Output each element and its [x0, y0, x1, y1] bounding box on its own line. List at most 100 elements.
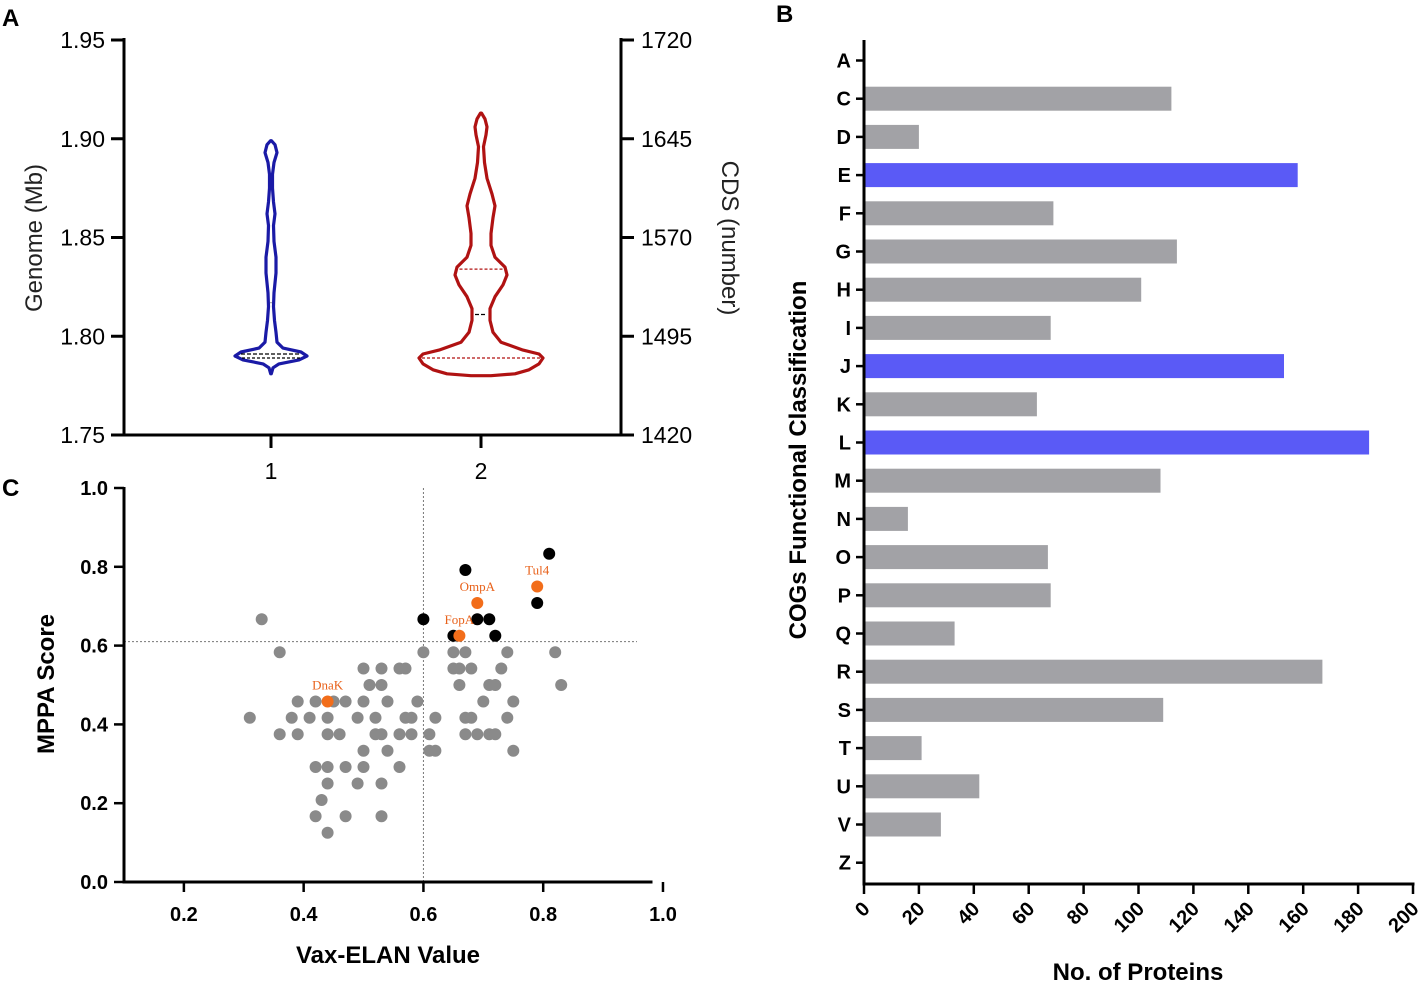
scatter-point-gray — [393, 728, 406, 741]
scatter-point-gray — [315, 794, 328, 806]
violin-right-tick-label: 1645 — [641, 126, 692, 152]
scatter-point-gray — [357, 695, 370, 708]
scatter-point-gray — [453, 662, 466, 675]
scatter-point-gray — [549, 646, 562, 659]
scatter-point-gray — [405, 711, 418, 724]
scatter-y-tick-label: 0.8 — [80, 557, 108, 579]
scatter-point-gray — [459, 646, 472, 659]
scatter-point-gray — [309, 761, 322, 773]
cog-x-axis-title: No. of Proteins — [1053, 959, 1224, 986]
cog-category-label: K — [837, 394, 852, 416]
violin-x-tick-label: 1 — [265, 458, 278, 484]
scatter-x-axis-title: Vax-ELAN Value — [296, 942, 480, 969]
cog-category-label: V — [838, 815, 852, 837]
scatter-label-ompa: OmpA — [460, 579, 496, 594]
cog-category-label: P — [838, 585, 851, 607]
cog-x-tick-label: 180 — [1329, 898, 1368, 937]
cog-category-label: Q — [835, 624, 851, 646]
scatter-point-gray — [303, 711, 316, 724]
cog-bar-R — [864, 659, 1323, 684]
cog-bar-J — [864, 354, 1284, 379]
cog-category-label: O — [835, 547, 851, 569]
scatter-point-gray — [501, 711, 514, 724]
scatter-point-gray — [309, 810, 322, 823]
scatter-point-gray — [489, 679, 502, 691]
cog-category-label: D — [837, 127, 851, 149]
cog-bar-I — [864, 315, 1051, 340]
scatter-x-tick-label: 0.2 — [170, 904, 198, 926]
cog-bar-M — [864, 468, 1161, 493]
scatter-point-gray — [465, 711, 478, 724]
scatter-points: DnaK FopA OmpA Tul4 — [243, 547, 568, 839]
scatter-axes: 0.0 0.2 0.4 0.6 0.8 1.0 0.2 0.4 0.6 0.8 1.0 — [80, 478, 677, 926]
cog-bar-G — [864, 239, 1177, 264]
scatter-point-gray — [453, 679, 466, 691]
violin-left-tick-label: 1.80 — [60, 323, 105, 349]
cog-x-tick-label: 20 — [898, 898, 929, 929]
cog-bar-D — [864, 124, 919, 149]
scatter-point-gray — [255, 613, 268, 626]
scatter-point-gray — [501, 646, 514, 659]
cog-category-label: L — [839, 433, 851, 455]
scatter-point-gray — [285, 711, 298, 724]
scatter-point-gray — [351, 777, 364, 790]
scatter-point-gray — [489, 728, 502, 741]
cog-category-label: E — [838, 165, 851, 187]
scatter-point-gray — [363, 679, 376, 691]
scatter-point-gray — [333, 728, 346, 741]
scatter-point-gray — [429, 711, 442, 724]
cog-x-tick-label: 60 — [1008, 898, 1039, 929]
violin-right-tick-label: 1495 — [641, 323, 692, 349]
scatter-point-gray — [471, 728, 484, 741]
scatter-point-gray — [357, 662, 370, 675]
cog-category-label: S — [838, 700, 851, 722]
scatter-point-gray — [357, 761, 370, 773]
violin-chart: 1.75 1.80 1.85 1.90 1.95 1420 1495 1570 1645 1720… — [21, 27, 743, 484]
scatter-point-gray — [375, 679, 388, 691]
scatter-y-tick-label: 0.2 — [80, 793, 108, 815]
scatter-point-black — [543, 547, 556, 560]
cog-category-label: H — [837, 280, 851, 302]
violin-right-tick-label: 1720 — [641, 27, 692, 53]
scatter-point-gray — [375, 728, 388, 741]
cog-x-tick-label: 120 — [1165, 898, 1204, 937]
scatter-point-gray — [375, 777, 388, 790]
cog-bar-K — [864, 392, 1037, 417]
cog-bar-Q — [864, 621, 955, 646]
cog-category-label: F — [839, 203, 851, 225]
scatter-point-gray — [381, 744, 394, 757]
violin-right-axis-title: CDS (number) — [716, 161, 743, 316]
scatter-point-black — [531, 597, 544, 609]
violin-left-tick-label: 1.75 — [60, 422, 105, 448]
scatter-point-gray — [477, 695, 490, 708]
violin-left-tick-label: 1.85 — [60, 225, 105, 251]
scatter-x-tick-label: 1.0 — [649, 904, 677, 926]
cog-x-tick-label: 140 — [1220, 898, 1259, 937]
cog-y-axis-title: COGs Functional Classification — [785, 281, 812, 640]
scatter-label-fopa: FopA — [445, 612, 475, 627]
scatter-point-gray — [351, 711, 364, 724]
cog-bar-H — [864, 277, 1142, 302]
scatter-point-gray — [555, 679, 568, 691]
panel-letter-a: A — [2, 5, 19, 32]
violin-series-group — [233, 111, 545, 378]
scatter-point-black — [489, 629, 502, 642]
scatter-point-black — [417, 613, 430, 626]
violin-x-tick-label: 2 — [475, 458, 488, 484]
scatter-point-gray — [339, 761, 352, 773]
cog-bar-E — [864, 163, 1298, 188]
scatter-point-gray — [291, 695, 304, 708]
cog-category-label: U — [837, 776, 851, 798]
scatter-point-gray — [423, 728, 436, 741]
scatter-x-tick-label: 0.6 — [410, 904, 438, 926]
scatter-point-dnak — [321, 695, 334, 708]
scatter-point-gray — [507, 744, 520, 757]
threshold-lines — [124, 488, 637, 882]
violin-left-tick-label: 1.90 — [60, 126, 105, 152]
cog-bar-T — [864, 736, 922, 761]
violin-left-axis-title: Genome (Mb) — [21, 164, 48, 312]
cog-bar-V — [864, 812, 941, 837]
